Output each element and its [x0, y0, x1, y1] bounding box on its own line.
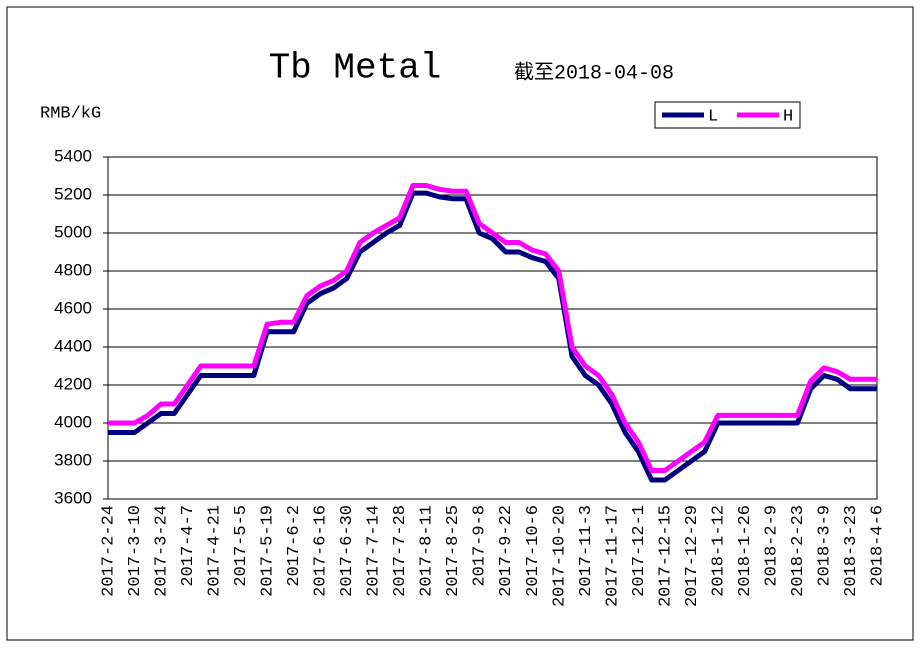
x-tick-label: 2017-12-15	[656, 505, 675, 607]
x-tick-label: 2018-4-6	[868, 505, 887, 587]
x-tick-label: 2017-8-25	[444, 505, 463, 597]
y-tick-label: 4000	[54, 412, 92, 431]
x-tick-label: 2017-11-17	[603, 505, 622, 607]
x-tick-label: 2017-6-16	[312, 505, 331, 597]
series-line	[108, 183, 877, 473]
x-tick-label: 2018-2-23	[789, 505, 808, 597]
y-axis-label: RMB/kG	[40, 104, 101, 123]
x-tick-label: 2017-12-29	[683, 505, 702, 607]
x-tick-label: 2017-9-8	[471, 505, 490, 587]
y-tick-label: 4400	[54, 336, 92, 355]
y-tick-label: 4800	[54, 260, 92, 279]
x-tick-label: 2017-7-14	[365, 505, 384, 597]
x-tick-label: 2017-6-2	[285, 505, 304, 587]
x-tick-label: 2017-4-7	[179, 505, 198, 587]
x-tick-label: 2018-3-23	[842, 505, 861, 597]
x-tick-label: 2017-6-30	[338, 505, 357, 597]
x-tick-label: 2017-9-22	[497, 505, 516, 597]
x-tick-label: 2017-3-24	[153, 505, 172, 597]
x-tick-label: 2017-5-19	[259, 505, 278, 597]
y-tick-label: 4200	[54, 374, 92, 393]
x-tick-label: 2018-3-9	[815, 505, 834, 587]
chart-subtitle: 截至2018-04-08	[514, 60, 674, 85]
x-tick-label: 2017-3-10	[126, 505, 145, 597]
x-tick-label: 2018-1-12	[709, 505, 728, 597]
x-tick-label: 2017-8-11	[418, 505, 437, 597]
y-tick-label: 3600	[54, 488, 92, 507]
y-tick-label: 4600	[54, 298, 92, 317]
x-tick-label: 2017-12-1	[630, 505, 649, 597]
legend-label: L	[708, 107, 718, 126]
legend-label: H	[783, 107, 793, 126]
x-tick-label: 2018-2-9	[762, 505, 781, 587]
y-tick-label: 5200	[54, 184, 92, 203]
series-line	[108, 190, 877, 483]
x-tick-label: 2018-1-26	[736, 505, 755, 597]
plot-border	[107, 156, 878, 500]
x-tick-label: 2017-4-21	[206, 505, 225, 597]
x-tick-label: 2017-7-28	[391, 505, 410, 597]
x-tick-label: 2017-5-5	[232, 505, 251, 587]
x-tick-label: 2017-11-3	[577, 505, 596, 597]
x-tick-label: 2017-10-6	[524, 505, 543, 597]
y-tick-label: 5000	[54, 222, 92, 241]
x-tick-label: 2017-10-20	[550, 505, 569, 607]
y-tick-label: 5400	[54, 146, 92, 165]
chart-title: Tb Metal	[269, 48, 442, 89]
x-tick-label: 2017-2-24	[99, 505, 118, 597]
y-tick-label: 3800	[54, 450, 92, 469]
frame	[6, 6, 914, 641]
